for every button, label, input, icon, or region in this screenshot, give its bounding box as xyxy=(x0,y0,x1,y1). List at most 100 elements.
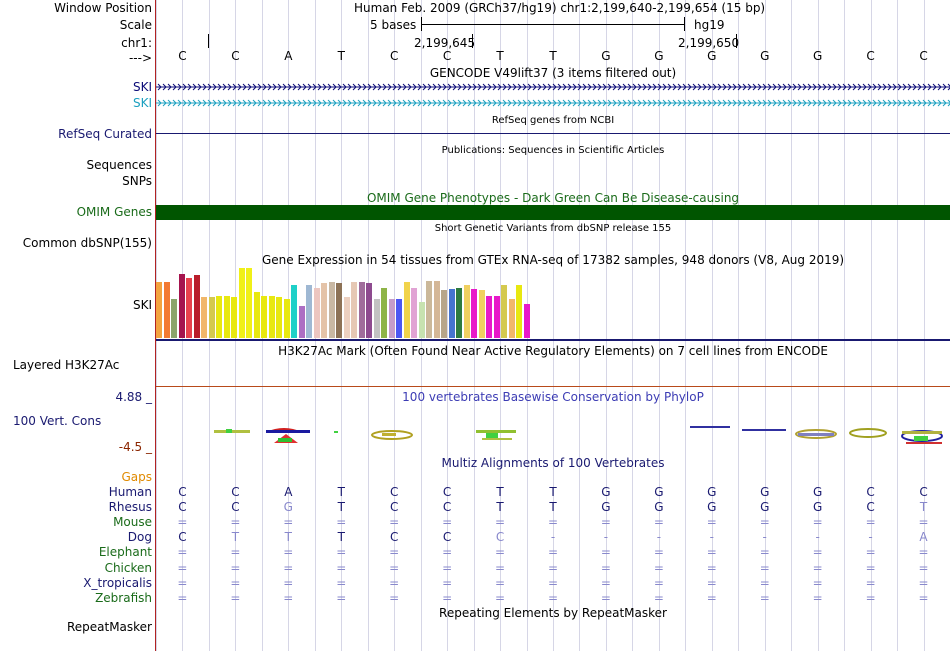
alignment-base: = xyxy=(177,515,188,529)
gridline xyxy=(818,0,819,651)
gtex-tissue-bar[interactable] xyxy=(208,297,215,338)
gtex-tissue-bar[interactable] xyxy=(253,292,260,338)
strand-arrow-label: ---> xyxy=(128,51,152,65)
conservation-mark xyxy=(382,433,396,436)
alignment-base: = xyxy=(177,561,188,575)
alignment-base: = xyxy=(495,515,506,529)
alignment-base: = xyxy=(336,591,347,605)
gtex-tissue-bar[interactable] xyxy=(328,282,335,338)
gtex-tissue-bar[interactable] xyxy=(456,288,462,338)
gtex-gene-label[interactable]: SKI xyxy=(132,298,152,312)
conservation-logo-plot[interactable] xyxy=(156,420,950,450)
alignment-base: = xyxy=(442,591,453,605)
gtex-tissue-bar[interactable] xyxy=(448,289,455,338)
gtex-tissue-bar[interactable] xyxy=(343,297,350,338)
alignment-base: A xyxy=(919,530,928,544)
gtex-baseline xyxy=(156,339,950,341)
alignment-base: = xyxy=(495,545,506,559)
alignment-base: T xyxy=(284,530,292,544)
snps-label[interactable]: SNPs xyxy=(122,174,152,188)
gtex-tissue-bar[interactable] xyxy=(523,304,530,338)
layered-h3k27ac-label[interactable]: Layered H3K27Ac xyxy=(13,358,120,372)
conservation-mark xyxy=(482,438,512,440)
alignment-base: = xyxy=(283,576,294,590)
gridline xyxy=(765,0,766,651)
gtex-tissue-bar[interactable] xyxy=(381,288,387,338)
gtex-tissue-bar[interactable] xyxy=(373,299,380,338)
gtex-tissue-bar[interactable] xyxy=(283,299,290,338)
gtex-tissue-bar[interactable] xyxy=(186,278,192,338)
refseq-gene-line[interactable] xyxy=(156,133,950,134)
gtex-tissue-bar[interactable] xyxy=(433,281,440,338)
gtex-tissue-bar[interactable] xyxy=(336,283,342,338)
gtex-tissue-bar[interactable] xyxy=(411,288,417,338)
gtex-tissue-bar[interactable] xyxy=(403,282,410,338)
gtex-tissue-bar[interactable] xyxy=(231,297,237,338)
refseq-curated-label[interactable]: RefSeq Curated xyxy=(58,127,152,141)
gtex-bar-chart[interactable] xyxy=(156,268,536,338)
species-label: Rhesus xyxy=(108,500,152,514)
gtex-tissue-bar[interactable] xyxy=(396,299,402,338)
omim-genes-label[interactable]: OMIM Genes xyxy=(76,205,152,219)
gtex-tissue-bar[interactable] xyxy=(351,282,357,338)
pubs-sequences-label[interactable]: Sequences xyxy=(86,158,152,172)
alignment-base: T xyxy=(337,530,345,544)
gtex-tissue-bar[interactable] xyxy=(358,282,365,338)
gtex-tissue-bar[interactable] xyxy=(223,296,230,338)
gridline xyxy=(712,0,713,651)
gtex-tissue-bar[interactable] xyxy=(463,285,470,338)
gtex-tissue-bar[interactable] xyxy=(313,288,320,338)
gtex-tissue-bar[interactable] xyxy=(178,274,185,338)
gtex-tissue-bar[interactable] xyxy=(418,302,425,338)
alignment-base: = xyxy=(177,545,188,559)
gtex-tissue-bar[interactable] xyxy=(216,296,222,338)
window-position-label: Window Position xyxy=(54,1,152,15)
gtex-tissue-bar[interactable] xyxy=(163,282,170,338)
gtex-tissue-bar[interactable] xyxy=(388,299,395,338)
alignment-base: G xyxy=(813,500,823,514)
gtex-tissue-bar[interactable] xyxy=(246,268,252,338)
common-dbsnp-label[interactable]: Common dbSNP(155) xyxy=(22,236,152,250)
reference-base: C xyxy=(442,49,452,63)
alignment-base: = xyxy=(706,515,717,529)
alignment-base: = xyxy=(283,561,294,575)
gtex-tissue-bar[interactable] xyxy=(201,297,207,338)
label-divider xyxy=(155,0,156,651)
gtex-tissue-bar[interactable] xyxy=(156,282,162,338)
gtex-tissue-bar[interactable] xyxy=(321,283,327,338)
alignment-base: G xyxy=(760,485,770,499)
track-display-area[interactable]: Human Feb. 2009 (GRCh37/hg19) chr1:2,199… xyxy=(156,0,950,651)
gencode-transcripts[interactable] xyxy=(156,80,950,110)
scale-text: 5 bases xyxy=(370,18,417,32)
gtex-tissue-bar[interactable] xyxy=(268,296,275,338)
gtex-tissue-bar[interactable] xyxy=(478,290,485,338)
gencode-item-label[interactable]: SKI xyxy=(132,96,152,110)
gtex-tissue-bar[interactable] xyxy=(508,299,515,338)
alignment-base: = xyxy=(653,591,664,605)
gtex-tissue-bar[interactable] xyxy=(516,285,522,338)
alignment-base: = xyxy=(442,576,453,590)
gtex-tissue-bar[interactable] xyxy=(426,281,432,338)
gtex-tissue-bar[interactable] xyxy=(276,297,282,338)
gtex-tissue-bar[interactable] xyxy=(298,306,305,338)
reference-base: C xyxy=(919,49,928,63)
gtex-tissue-bar[interactable] xyxy=(366,283,372,338)
gtex-tissue-bar[interactable] xyxy=(238,268,245,338)
gtex-tissue-bar[interactable] xyxy=(171,299,177,338)
gtex-tissue-bar[interactable] xyxy=(471,289,477,338)
alignment-base: = xyxy=(547,561,559,575)
alignment-base: G xyxy=(283,500,293,514)
repeatmasker-label[interactable]: RepeatMasker xyxy=(66,620,152,634)
gtex-tissue-bar[interactable] xyxy=(486,296,492,338)
gtex-tissue-bar[interactable] xyxy=(261,296,267,338)
alignment-base: = xyxy=(389,515,400,529)
conservation-track-label[interactable]: 100 Vert. Cons xyxy=(13,414,102,428)
gencode-item-label[interactable]: SKI xyxy=(132,80,152,94)
gtex-tissue-bar[interactable] xyxy=(441,290,447,338)
omim-gene-bar[interactable] xyxy=(156,205,950,220)
gtex-tissue-bar[interactable] xyxy=(291,285,297,338)
gtex-tissue-bar[interactable] xyxy=(193,275,200,338)
gtex-tissue-bar[interactable] xyxy=(493,296,500,338)
gtex-tissue-bar[interactable] xyxy=(306,285,312,338)
gtex-tissue-bar[interactable] xyxy=(501,285,507,338)
